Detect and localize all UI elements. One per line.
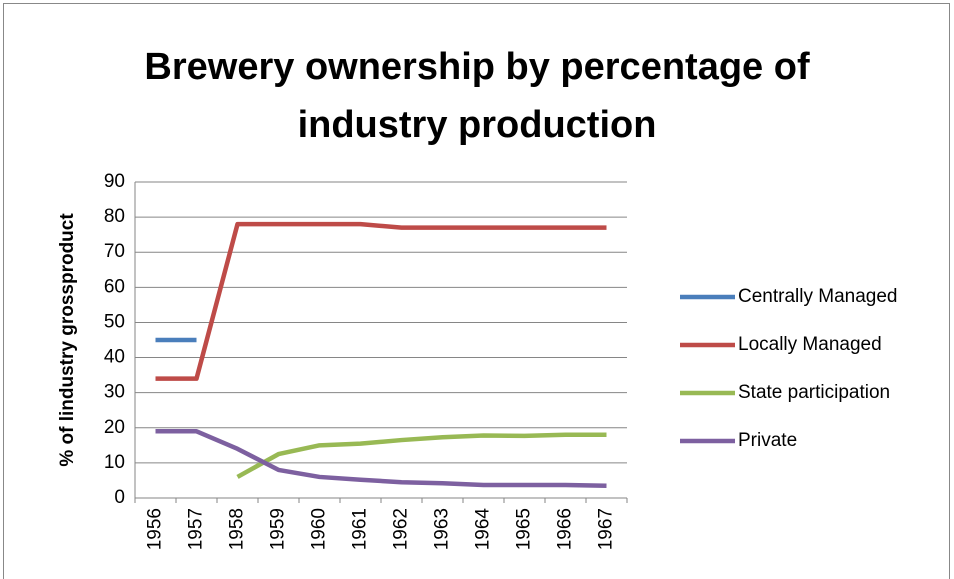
x-tick-label: 1961 xyxy=(350,508,371,550)
y-tick-label: 10 xyxy=(104,452,125,473)
y-tick-label: 70 xyxy=(104,241,125,262)
legend-label: Locally Managed xyxy=(738,334,882,355)
x-tick-label: 1963 xyxy=(432,508,453,550)
y-tick-label: 40 xyxy=(104,347,125,368)
legend-label: State participation xyxy=(738,382,890,403)
y-tick-label: 50 xyxy=(104,311,125,332)
y-tick-label: 90 xyxy=(104,171,125,192)
x-tick-label: 1962 xyxy=(391,508,412,550)
x-tick-label: 1965 xyxy=(514,508,535,550)
y-tick-label: 30 xyxy=(104,382,125,403)
chart-title: Brewery ownership by percentage of indus… xyxy=(144,46,810,146)
y-axis-label: % of lindustry grossproduct xyxy=(57,213,78,467)
legend-label: Centrally Managed xyxy=(738,286,897,307)
y-tick-label: 80 xyxy=(104,206,125,227)
x-tick-label: 1956 xyxy=(145,508,166,550)
x-tick-label: 1958 xyxy=(227,508,248,550)
x-tick-label: 1967 xyxy=(596,508,617,550)
x-tick-label: 1957 xyxy=(186,508,207,550)
x-tick-label: 1960 xyxy=(309,508,330,550)
x-tick-label: 1966 xyxy=(555,508,576,550)
legend-label: Private xyxy=(738,430,797,451)
series-line xyxy=(155,429,607,488)
y-tick-label: 20 xyxy=(104,417,125,438)
series-line xyxy=(236,432,607,479)
chart-border xyxy=(3,3,950,579)
y-tick-label: 60 xyxy=(104,276,125,297)
series-line xyxy=(155,221,607,381)
y-tick-label: 0 xyxy=(114,487,125,508)
x-tick-label: 1964 xyxy=(473,508,494,551)
x-tick-label: 1959 xyxy=(268,508,289,550)
